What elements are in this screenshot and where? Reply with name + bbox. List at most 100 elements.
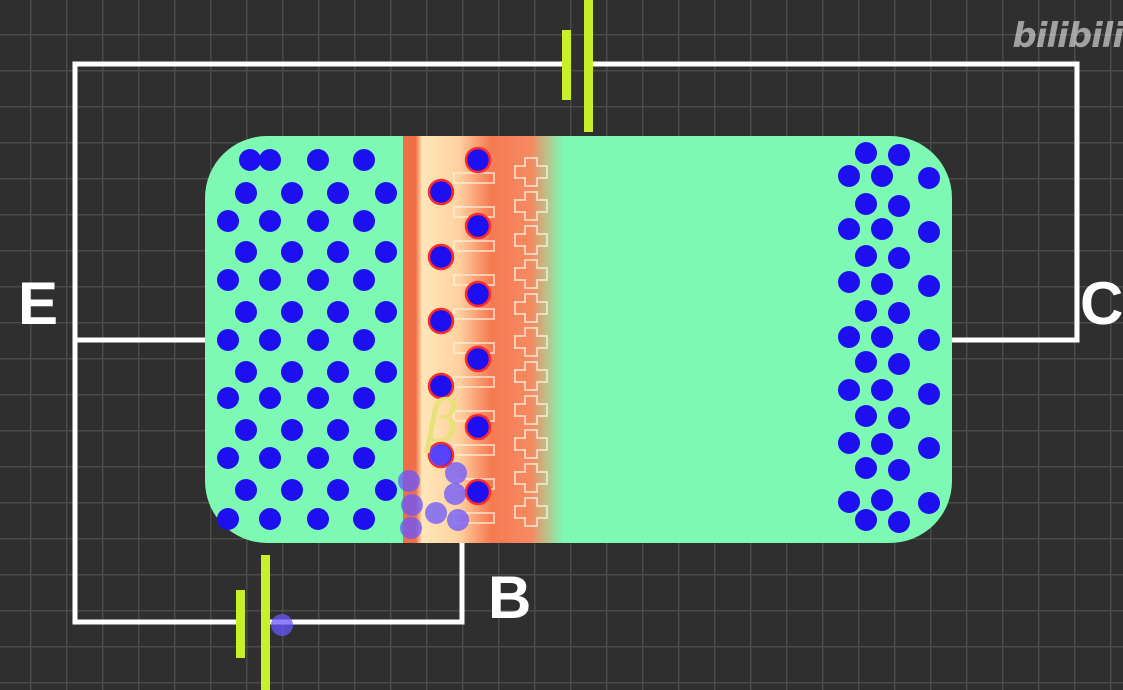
base-lead bbox=[268, 538, 462, 622]
electron-icon bbox=[838, 379, 860, 401]
electron-icon bbox=[353, 269, 375, 291]
electron-icon bbox=[307, 447, 329, 469]
electron-icon bbox=[375, 479, 397, 501]
electron-icon bbox=[281, 241, 303, 263]
electron-icon bbox=[327, 241, 349, 263]
electron-icon bbox=[353, 149, 375, 171]
electron-icon bbox=[259, 508, 281, 530]
electron-icon bbox=[918, 437, 940, 459]
electron-icon bbox=[259, 210, 281, 232]
electron-icon bbox=[259, 269, 281, 291]
electron-icon bbox=[447, 509, 469, 531]
electron-icon bbox=[271, 614, 293, 636]
electron-icon bbox=[375, 301, 397, 323]
electron-icon bbox=[888, 195, 910, 217]
base-label: B bbox=[488, 568, 531, 628]
electron-icon bbox=[353, 329, 375, 351]
electron-icon bbox=[217, 387, 239, 409]
electron-icon bbox=[375, 419, 397, 441]
battery-icon bbox=[236, 555, 270, 690]
electron-icon bbox=[235, 479, 257, 501]
electron-icon bbox=[918, 167, 940, 189]
electron-icon bbox=[217, 210, 239, 232]
electron-icon bbox=[235, 301, 257, 323]
electron-icon bbox=[217, 269, 239, 291]
electron-icon bbox=[327, 301, 349, 323]
electron-icon bbox=[259, 387, 281, 409]
beta-symbol: β bbox=[426, 392, 460, 450]
electron-icon bbox=[401, 494, 423, 516]
electron-icon bbox=[375, 361, 397, 383]
electron-icon bbox=[281, 301, 303, 323]
electron-icon bbox=[871, 433, 893, 455]
electron-icon bbox=[466, 282, 490, 306]
electron-icon bbox=[918, 275, 940, 297]
electron-icon bbox=[353, 447, 375, 469]
electron-icon bbox=[425, 502, 447, 524]
electron-icon bbox=[855, 405, 877, 427]
electron-icon bbox=[239, 149, 261, 171]
electron-icon bbox=[855, 300, 877, 322]
electron-icon bbox=[235, 361, 257, 383]
electron-icon bbox=[888, 511, 910, 533]
electron-icon bbox=[281, 419, 303, 441]
electron-icon bbox=[838, 218, 860, 240]
electron-icon bbox=[307, 210, 329, 232]
electron-icon bbox=[375, 241, 397, 263]
electron-icon bbox=[871, 489, 893, 511]
electron-icon bbox=[327, 419, 349, 441]
electron-icon bbox=[871, 218, 893, 240]
electron-icon bbox=[855, 193, 877, 215]
emitter-label: E bbox=[18, 274, 58, 334]
electron-icon bbox=[466, 415, 490, 439]
electron-icon bbox=[918, 329, 940, 351]
electron-icon bbox=[259, 329, 281, 351]
electron-icon bbox=[281, 479, 303, 501]
electron-icon bbox=[888, 144, 910, 166]
electron-icon bbox=[307, 387, 329, 409]
electron-icon bbox=[398, 470, 420, 492]
electron-icon bbox=[259, 149, 281, 171]
electron-icon bbox=[235, 182, 257, 204]
electron-icon bbox=[838, 271, 860, 293]
electron-icon bbox=[429, 180, 453, 204]
electron-icon bbox=[307, 269, 329, 291]
electron-icon bbox=[918, 492, 940, 514]
electron-icon bbox=[855, 142, 877, 164]
electron-icon bbox=[855, 351, 877, 373]
electron-icon bbox=[855, 245, 877, 267]
electron-icon bbox=[259, 447, 281, 469]
electron-icon bbox=[429, 245, 453, 269]
electron-icon bbox=[327, 182, 349, 204]
electron-icon bbox=[217, 329, 239, 351]
collector-label: C bbox=[1080, 274, 1123, 334]
electron-icon bbox=[353, 210, 375, 232]
electron-icon bbox=[918, 221, 940, 243]
electron-icon bbox=[466, 480, 490, 504]
electron-icon bbox=[838, 491, 860, 513]
electron-icon bbox=[888, 353, 910, 375]
electron-icon bbox=[466, 214, 490, 238]
electron-icon bbox=[281, 361, 303, 383]
electron-icon bbox=[444, 483, 466, 505]
electron-icon bbox=[217, 508, 239, 530]
electron-icon bbox=[888, 302, 910, 324]
electron-icon bbox=[466, 347, 490, 371]
electron-icon bbox=[871, 273, 893, 295]
electron-icon bbox=[838, 165, 860, 187]
electron-icon bbox=[327, 361, 349, 383]
electron-icon bbox=[466, 148, 490, 172]
electron-icon bbox=[838, 432, 860, 454]
electron-icon bbox=[871, 326, 893, 348]
electron-icon bbox=[445, 462, 467, 484]
electron-icon bbox=[871, 165, 893, 187]
electron-icon bbox=[838, 326, 860, 348]
electron-icon bbox=[855, 509, 877, 531]
electron-icon bbox=[353, 387, 375, 409]
watermark-logo: bilibili bbox=[1012, 16, 1123, 56]
electron-icon bbox=[855, 457, 877, 479]
electron-icon bbox=[888, 407, 910, 429]
electron-icon bbox=[327, 479, 349, 501]
electron-icon bbox=[235, 241, 257, 263]
